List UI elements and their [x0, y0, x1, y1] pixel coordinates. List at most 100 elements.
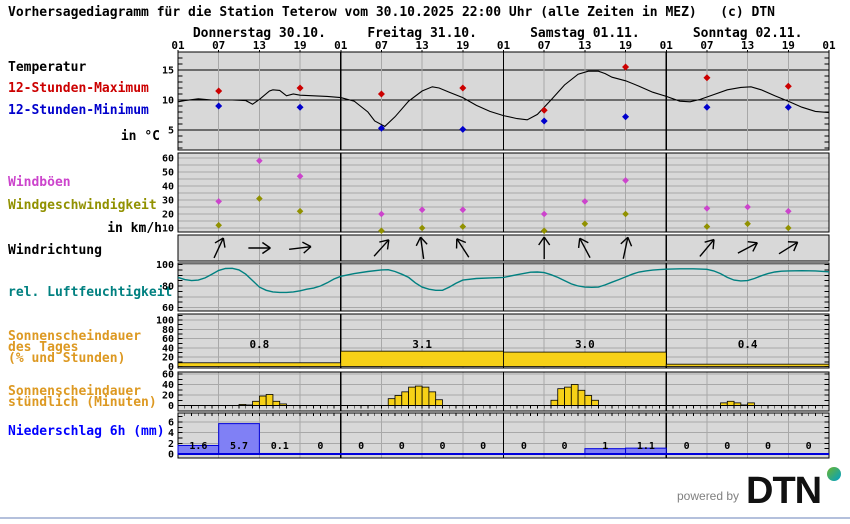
powered-by-text: powered by: [677, 489, 740, 503]
svg-text:0.8: 0.8: [249, 338, 269, 351]
page-title: Vorhersagediagramm für die Station Teter…: [8, 5, 776, 20]
panel-hum: 60 80 100: [156, 260, 830, 314]
svg-text:0: 0: [765, 441, 771, 452]
svg-text:0: 0: [399, 441, 405, 452]
wind-direction-arrow: [373, 239, 390, 257]
svg-text:1: 1: [602, 441, 608, 452]
svg-text:0: 0: [317, 441, 323, 452]
svg-text:0: 0: [358, 441, 364, 452]
legend-wind-gusts: Windböen: [8, 175, 71, 190]
wind-unit-label: in km/h: [107, 221, 162, 236]
svg-text:13: 13: [253, 39, 266, 52]
svg-text:19: 19: [456, 39, 469, 52]
legend-sunshine-day-2: des Tages: [8, 340, 79, 355]
svg-text:0: 0: [806, 441, 812, 452]
svg-text:15: 15: [162, 66, 174, 77]
svg-text:0: 0: [724, 441, 730, 452]
wind-direction-arrow: [577, 237, 591, 259]
wind-direction-arrow: [620, 236, 633, 259]
wind-direction-arrow: [538, 236, 551, 259]
panel-dir: [177, 234, 830, 262]
svg-text:01: 01: [171, 39, 185, 52]
svg-text:Samstag 01.11.: Samstag 01.11.: [530, 26, 640, 41]
svg-text:60: 60: [162, 154, 174, 165]
svg-text:60: 60: [162, 334, 174, 345]
svg-text:19: 19: [782, 39, 795, 52]
legend-humidity: rel. Luftfeuchtigkeit: [8, 285, 173, 300]
svg-text:80: 80: [162, 325, 174, 336]
wind-direction-arrow: [455, 238, 470, 258]
svg-text:40: 40: [162, 182, 174, 193]
svg-text:20: 20: [162, 391, 174, 402]
legend-sunshine-day-3: (% und Stunden): [8, 351, 126, 366]
svg-text:0: 0: [480, 441, 486, 452]
legend-temperature: Temperatur: [8, 60, 87, 75]
svg-text:10: 10: [162, 96, 174, 107]
wind-direction-arrow: [699, 238, 715, 257]
svg-text:10: 10: [162, 224, 174, 235]
svg-text:0.1: 0.1: [271, 441, 289, 452]
dtn-logo-dot: [827, 467, 841, 481]
svg-text:4: 4: [168, 428, 174, 439]
svg-text:100: 100: [156, 260, 174, 271]
svg-text:Donnerstag 30.10.: Donnerstag 30.10.: [193, 26, 326, 41]
svg-text:13: 13: [416, 39, 429, 52]
svg-text:1.1: 1.1: [637, 441, 655, 452]
svg-text:5.7: 5.7: [230, 441, 248, 452]
wind-direction-arrow: [213, 237, 226, 259]
svg-text:0: 0: [168, 401, 174, 412]
svg-text:2: 2: [168, 439, 174, 450]
svg-text:19: 19: [293, 39, 306, 52]
legend-12h-maximum: 12-Stunden-Maximum: [8, 81, 149, 96]
svg-text:3.1: 3.1: [412, 338, 432, 351]
legend-wind-speed: Windgeschwindigkeit: [8, 198, 157, 213]
svg-text:01: 01: [822, 39, 836, 52]
svg-text:0: 0: [168, 450, 174, 461]
legend-sunshine-hourly-2: stündlich (Minuten): [8, 395, 157, 410]
svg-text:0.4: 0.4: [738, 338, 758, 351]
bottom-rule: [0, 517, 850, 519]
svg-text:3.0: 3.0: [575, 338, 595, 351]
dtn-logo: DTN: [746, 467, 841, 511]
svg-text:19: 19: [619, 39, 632, 52]
svg-text:40: 40: [162, 343, 174, 354]
svg-text:0: 0: [439, 441, 445, 452]
svg-text:Freitag 31.10.: Freitag 31.10.: [367, 26, 477, 41]
legend-sunshine-day-1: Sonnenscheindauer: [8, 329, 142, 344]
svg-text:01: 01: [334, 39, 348, 52]
legend-sunshine-hourly-1: Sonnenscheindauer: [8, 384, 142, 399]
svg-text:40: 40: [162, 380, 174, 391]
time-axis: Donnerstag 30.10. Freitag 31.10. Samstag 0…: [171, 26, 836, 58]
svg-text:30: 30: [162, 196, 174, 207]
svg-text:20: 20: [162, 210, 174, 221]
svg-text:60: 60: [162, 370, 174, 381]
wind-direction-arrow: [248, 241, 271, 255]
svg-text:07: 07: [700, 39, 713, 52]
wind-direction-arrow: [778, 241, 799, 255]
legend-precipitation: Niederschlag 6h (mm): [8, 424, 165, 439]
svg-text:100: 100: [156, 316, 174, 327]
dtn-logo-text: DTN: [746, 470, 821, 511]
legend-12h-minimum: 12-Stunden-Minimum: [8, 103, 149, 118]
svg-text:1.6: 1.6: [189, 441, 207, 452]
svg-text:13: 13: [741, 39, 754, 52]
svg-text:50: 50: [162, 168, 174, 179]
svg-text:0: 0: [684, 441, 690, 452]
svg-text:60: 60: [162, 303, 174, 314]
svg-text:0: 0: [521, 441, 527, 452]
svg-text:07: 07: [212, 39, 225, 52]
svg-text:07: 07: [375, 39, 388, 52]
svg-text:6: 6: [168, 418, 174, 429]
svg-text:5: 5: [168, 126, 174, 137]
panel-wind: 10 20 30 40 50 60: [162, 152, 830, 235]
svg-text:0: 0: [168, 362, 174, 373]
svg-text:20: 20: [162, 353, 174, 364]
temperature-unit-label: in °C: [120, 129, 160, 144]
panel-temp: 5 10 15: [162, 51, 830, 151]
legend-wind-direction: Windrichtung: [8, 243, 102, 258]
svg-text:80: 80: [162, 282, 174, 293]
